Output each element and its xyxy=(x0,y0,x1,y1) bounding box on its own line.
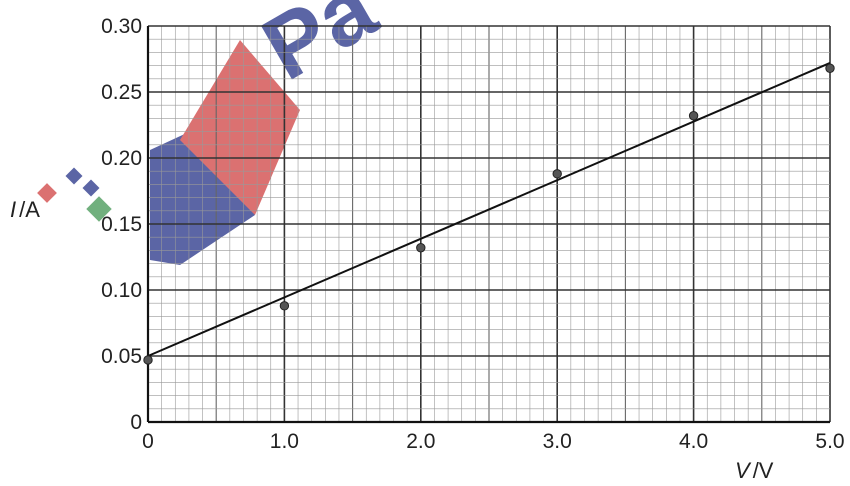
x-axis-unit: /V xyxy=(753,458,774,483)
x-tick-label: 5.0 xyxy=(815,430,844,453)
data-point xyxy=(688,111,699,121)
y-tick-label: 0.15 xyxy=(101,213,142,236)
y-tick-label: 0.20 xyxy=(101,147,142,170)
watermark-square-red xyxy=(37,183,57,203)
y-axis-unit: /A xyxy=(19,197,40,222)
y-tick-label: 0.25 xyxy=(101,81,142,104)
y-tick-label: 0.05 xyxy=(101,345,142,368)
data-point xyxy=(279,301,290,311)
x-tick-label: 3.0 xyxy=(543,430,572,453)
watermark-square-blue-2 xyxy=(82,179,100,197)
data-point xyxy=(552,169,562,179)
y-tick-label: 0 xyxy=(130,411,142,434)
y-axis-label: I/A xyxy=(10,197,40,222)
data-point xyxy=(143,355,153,365)
x-tick-labels: 0 1.0 2.0 3.0 4.0 5.0 xyxy=(142,430,844,453)
x-axis-label: V/V xyxy=(735,458,774,483)
data-point xyxy=(416,243,426,253)
data-point xyxy=(825,63,835,73)
grid xyxy=(147,25,831,423)
y-tick-labels: 0 0.05 0.10 0.15 0.20 0.25 0.30 xyxy=(101,15,142,434)
x-axis-symbol: V xyxy=(735,458,752,483)
y-tick-label: 0.10 xyxy=(101,279,142,302)
best-fit-line xyxy=(147,62,831,357)
x-tick-label: 0 xyxy=(142,430,154,453)
data-points xyxy=(143,63,835,365)
y-axis-symbol: I xyxy=(10,197,16,222)
watermark-logo: Pa xyxy=(37,0,393,265)
x-tick-label: 1.0 xyxy=(270,430,299,453)
x-tick-label: 2.0 xyxy=(406,430,435,453)
watermark-square-blue-1 xyxy=(65,167,83,185)
x-tick-label: 4.0 xyxy=(679,430,708,453)
y-tick-label: 0.30 xyxy=(101,15,142,38)
